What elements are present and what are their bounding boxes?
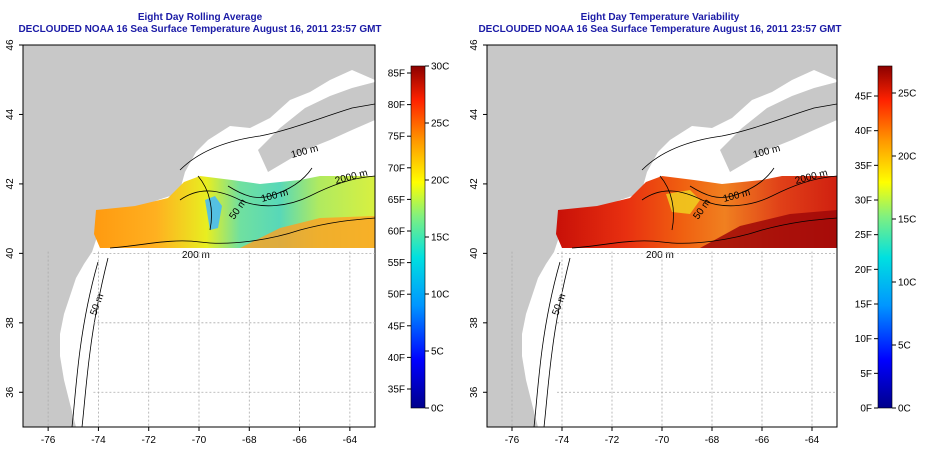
colorbar-f-label: 15F — [855, 300, 872, 311]
left-lon-tick-label: -66 — [292, 435, 307, 446]
colorbar-c-label: 20C — [431, 176, 449, 187]
left-map-title: Eight Day Rolling Average — [137, 12, 263, 23]
left-lon-tick-label: -76 — [41, 435, 56, 446]
colorbar-c-label: 15C — [431, 233, 449, 244]
right-lon-tick-label: -72 — [605, 435, 620, 446]
right-map-land — [487, 45, 837, 427]
colorbar-f-label: 20F — [855, 265, 872, 276]
right-map-title: Eight Day Temperature Variability — [580, 12, 740, 23]
colorbar-f-label: 65F — [388, 195, 405, 206]
colorbar-c-label: 0C — [898, 404, 911, 415]
right-lat-tick-label: 36 — [469, 386, 480, 398]
right-lon-tick-label: -74 — [555, 435, 570, 446]
colorbar-f-label: 85F — [388, 69, 405, 80]
left-lat-tick-label: 44 — [5, 108, 16, 120]
colorbar-f-label: 45F — [388, 321, 405, 332]
colorbar-f-label: 0F — [860, 404, 872, 415]
colorbar-f-label: 5F — [860, 369, 872, 380]
colorbar-c-label: 25C — [431, 119, 449, 130]
left-lon-tick-label: -74 — [91, 435, 106, 446]
left-colorbar-ramp — [410, 65, 426, 409]
colorbar-c-label: 15C — [898, 215, 916, 226]
colorbar-f-label: 75F — [388, 132, 405, 143]
colorbar-f-label: 50F — [388, 290, 405, 301]
colorbar-f-label: 80F — [388, 100, 405, 111]
left-lat-tick-label: 42 — [5, 178, 16, 190]
right-map-subtitle: DECLOUDED NOAA 16 Sea Surface Temperatur… — [478, 24, 842, 35]
left-map-axes: -76 -74 -72 -70 -68 -66 -64 36 38 40 42 44 46 — [5, 39, 358, 446]
right-lon-tick-label: -66 — [755, 435, 770, 446]
colorbar-f-label: 70F — [388, 163, 405, 174]
left-map-sst-warm-south — [240, 216, 375, 248]
left-map-contours — [71, 103, 375, 427]
colorbar-f-label: 55F — [388, 258, 405, 269]
right-lon-tick-label: -64 — [805, 435, 820, 446]
right-map-gridlines — [511, 251, 837, 427]
colorbar-f-label: 35F — [388, 385, 405, 396]
right-map: 100 m 2000 m 200 m 50 m 100 m 50 m -76 -7… — [469, 39, 838, 446]
contour-label-200m: 200 m — [646, 250, 674, 261]
right-lat-tick-label: 44 — [469, 108, 480, 120]
left-colorbar-celsius-labels: 30C 25C 20C 15C 10C 5C 0C — [425, 62, 449, 415]
colorbar-f-label: 35F — [855, 161, 872, 172]
colorbar-c-label: 5C — [898, 341, 911, 352]
colorbar-c-label: 20C — [898, 152, 916, 163]
right-lat-tick-label: 40 — [469, 247, 480, 259]
left-map-gridlines — [47, 251, 375, 427]
colorbar-f-label: 10F — [855, 334, 872, 345]
right-lon-tick-label: -76 — [505, 435, 520, 446]
right-colorbar-fahrenheit-labels: 45F 40F 35F 30F 25F 20F 15F 10F 5F 0F — [855, 92, 878, 415]
right-map-variability-dark-south — [700, 210, 837, 248]
left-map: 100 m 2000 m 200 m 50 m 100 m 50 m -76 -7… — [5, 39, 376, 446]
right-colorbar-celsius-labels: 25C 20C 15C 10C 5C 0C — [892, 89, 916, 415]
right-lon-tick-label: -68 — [705, 435, 720, 446]
left-lon-tick-label: -64 — [343, 435, 358, 446]
left-lon-tick-label: -72 — [141, 435, 156, 446]
left-colorbar: 85F 80F 75F 70F 65F 60F 55F 50F 45F 40F 35F 30C 25C… — [388, 62, 450, 415]
right-colorbar-ramp — [877, 65, 893, 409]
left-map-nova-scotia — [258, 82, 375, 172]
left-lon-tick-label: -68 — [242, 435, 257, 446]
left-map-sst-cold-patch — [205, 196, 222, 230]
left-lat-tick-label: 46 — [5, 39, 16, 51]
left-lon-tick-label: -70 — [192, 435, 207, 446]
left-map-subtitle: DECLOUDED NOAA 16 Sea Surface Temperatur… — [18, 24, 382, 35]
colorbar-f-label: 45F — [855, 92, 872, 103]
contour-label-200m: 200 m — [182, 250, 210, 261]
colorbar-c-label: 25C — [898, 89, 916, 100]
right-map-variability-yellow-patch — [666, 190, 700, 214]
colorbar-f-label: 30F — [855, 196, 872, 207]
left-lat-tick-label: 36 — [5, 386, 16, 398]
colorbar-f-label: 40F — [388, 353, 405, 364]
right-lat-tick-label: 42 — [469, 178, 480, 190]
left-map-land — [23, 45, 375, 427]
right-lon-tick-label: -70 — [655, 435, 670, 446]
right-map-axes: -76 -74 -72 -70 -68 -66 -64 36 38 40 42 44 46 — [469, 39, 820, 446]
left-colorbar-fahrenheit-labels: 85F 80F 75F 70F 65F 60F 55F 50F 45F 40F 35F — [388, 69, 411, 396]
colorbar-f-label: 25F — [855, 230, 872, 241]
right-lat-tick-label: 38 — [469, 317, 480, 329]
colorbar-f-label: 40F — [855, 126, 872, 137]
colorbar-c-label: 5C — [431, 347, 444, 358]
left-lat-tick-label: 38 — [5, 317, 16, 329]
colorbar-f-label: 60F — [388, 227, 405, 238]
right-map-contours — [533, 103, 837, 427]
colorbar-c-label: 30C — [431, 62, 449, 73]
left-lat-tick-label: 40 — [5, 247, 16, 259]
colorbar-c-label: 0C — [431, 404, 444, 415]
right-lat-tick-label: 46 — [469, 39, 480, 51]
colorbar-c-label: 10C — [431, 290, 449, 301]
right-colorbar: 45F 40F 35F 30F 25F 20F 15F 10F 5F 0F 25C 20C 15C 10… — [855, 65, 916, 415]
right-map-nova-scotia — [720, 82, 837, 172]
colorbar-c-label: 10C — [898, 278, 916, 289]
